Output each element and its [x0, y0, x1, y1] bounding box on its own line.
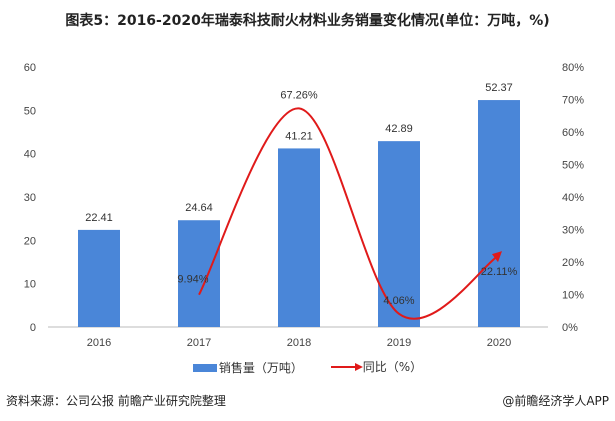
bar-data-label: 41.21	[285, 130, 313, 142]
legend-swatch-bar	[192, 363, 217, 372]
yoy-arrowhead	[492, 251, 502, 263]
legend-label-yoy: 同比（%）	[362, 360, 423, 374]
line-data-label: 22.11%	[481, 266, 518, 278]
y-right-tick-label: 60%	[562, 127, 584, 139]
y-right-tick-label: 80%	[562, 62, 584, 74]
y-left-tick-label: 20	[24, 235, 36, 247]
y-right-tick-label: 30%	[562, 225, 584, 237]
bar-data-label: 42.89	[385, 123, 413, 135]
x-tick-label: 2016	[87, 337, 111, 349]
bar-data-label: 22.41	[85, 212, 113, 224]
y-right-tick-label: 10%	[562, 290, 584, 302]
legend: 销售量（万吨） 同比（%）	[0, 358, 615, 376]
source-note: 资料来源：公司公报 前瞻产业研究院整理	[6, 394, 226, 408]
line-data-label: 67.26%	[280, 89, 318, 101]
brand-note: @前瞻经济学人APP	[502, 394, 609, 408]
bar-data-label: 24.64	[185, 202, 213, 214]
x-tick-label: 2020	[487, 337, 511, 349]
bar	[78, 229, 120, 327]
legend-item-yoy: 同比（%）	[330, 358, 423, 375]
bar	[278, 148, 320, 327]
y-left-tick-label: 30	[24, 192, 36, 204]
bar-data-label: 52.37	[485, 82, 513, 94]
bar	[178, 220, 220, 327]
legend-arrow-icon	[330, 362, 363, 371]
chart-title: 图表5：2016-2020年瑞泰科技耐火材料业务销量变化情况(单位：万吨，%)	[65, 13, 550, 29]
line-data-label: 9.94%	[177, 274, 208, 286]
y-left-tick-label: 60	[24, 62, 36, 74]
legend-item-sales: 销售量（万吨）	[192, 359, 303, 376]
y-right-tick-label: 70%	[562, 95, 584, 107]
y-left-tick-label: 0	[30, 322, 36, 334]
yoy-line	[198, 107, 500, 320]
x-tick-label: 2018	[287, 337, 311, 349]
x-tick-label: 2019	[387, 337, 411, 349]
y-right-tick-label: 50%	[562, 160, 584, 172]
y-right-tick-label: 20%	[562, 257, 584, 269]
y-right-tick-label: 0%	[562, 322, 578, 334]
line-data-label: 4.06%	[383, 295, 414, 307]
bar	[478, 100, 520, 328]
y-left-tick-label: 40	[24, 149, 36, 161]
x-tick-label: 2017	[187, 337, 211, 349]
y-left-tick-label: 10	[24, 279, 36, 291]
y-left-tick-label: 50	[24, 105, 36, 117]
legend-label-sales: 销售量（万吨）	[218, 361, 303, 375]
y-right-tick-label: 40%	[562, 192, 584, 204]
